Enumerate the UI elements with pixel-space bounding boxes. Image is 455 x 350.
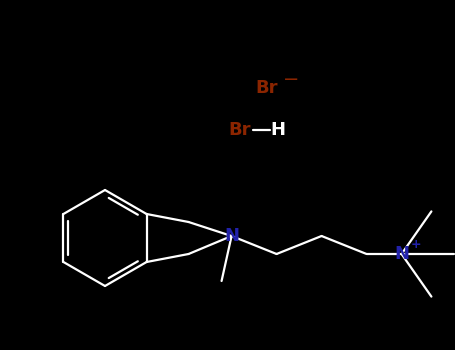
Text: H: H xyxy=(270,121,285,139)
Text: Br: Br xyxy=(228,121,251,139)
Text: −: − xyxy=(283,70,299,90)
Text: N: N xyxy=(394,245,409,263)
Text: +: + xyxy=(410,238,421,251)
Text: N: N xyxy=(224,227,239,245)
Text: Br: Br xyxy=(255,79,278,97)
